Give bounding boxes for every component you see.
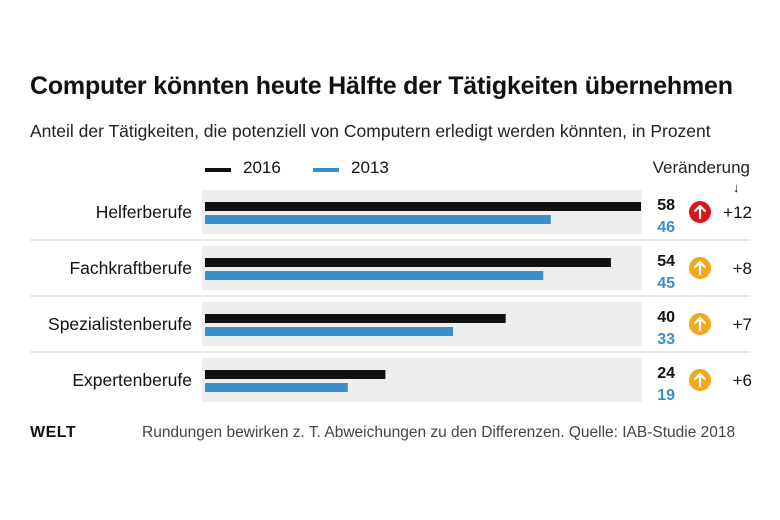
arrow-up-glyph (693, 316, 707, 332)
legend-swatch-2016 (205, 168, 231, 172)
value-label-2016: 54 (657, 253, 675, 270)
change-value: +12 (723, 203, 752, 222)
arrow-up-glyph (693, 204, 707, 220)
bar-2016 (205, 202, 641, 211)
value-label-2013: 46 (657, 219, 675, 236)
value-label-2016: 40 (657, 309, 675, 326)
legend-swatch-2013 (313, 168, 339, 172)
change-value: +6 (733, 371, 752, 390)
welt-logo: WELT (30, 424, 77, 441)
bar-2013 (205, 271, 544, 280)
chart-subtitle: Anteil der Tätigkeiten, die potenziell v… (30, 121, 711, 141)
row-track (202, 302, 642, 346)
bar-2013 (205, 383, 348, 392)
value-label-2016: 58 (657, 197, 675, 214)
source-note: Rundungen bewirken z. T. Abweichungen zu… (142, 424, 736, 441)
arrow-up-glyph (693, 372, 707, 388)
value-label-2016: 24 (657, 365, 675, 382)
bar-2016 (205, 314, 506, 323)
change-value: +7 (733, 315, 752, 334)
change-value: +8 (733, 259, 752, 278)
value-label-2013: 33 (657, 331, 675, 348)
bar-2016 (205, 258, 611, 267)
bar-2013 (205, 327, 454, 336)
arrow-down-icon: ↓ (733, 180, 740, 195)
bar-2013 (205, 215, 551, 224)
row-track (202, 190, 642, 234)
chart-title: Computer könnten heute Hälfte der Tätigk… (30, 72, 733, 100)
legend-label-2013: 2013 (351, 158, 389, 177)
category-label: Expertenberufe (72, 370, 192, 390)
row-track (202, 246, 642, 290)
category-label: Helferberufe (96, 202, 192, 222)
change-header: Veränderung (652, 158, 750, 177)
legend-label-2016: 2016 (243, 158, 281, 177)
arrow-up-glyph (693, 260, 707, 276)
category-label: Spezialistenberufe (48, 314, 192, 334)
value-label-2013: 45 (657, 275, 675, 292)
row-track (202, 358, 642, 402)
value-label-2013: 19 (657, 387, 675, 404)
category-label: Fachkraftberufe (69, 258, 192, 278)
bar-2016 (205, 370, 386, 379)
